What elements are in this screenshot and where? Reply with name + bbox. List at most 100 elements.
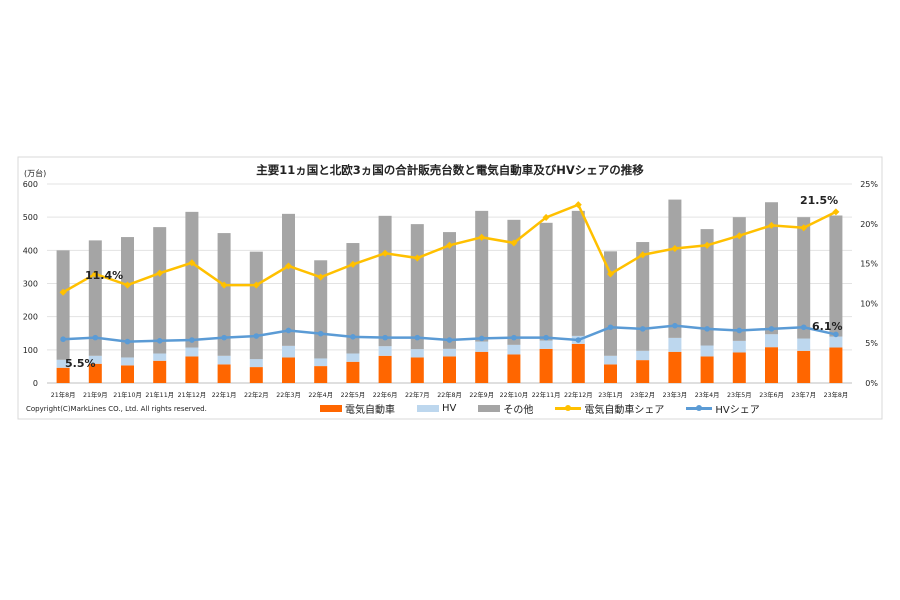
y-tick-label: 400 xyxy=(23,246,38,255)
bar-hv xyxy=(249,359,263,368)
bar-hv xyxy=(443,348,456,357)
legend-ev-share: 電気自動車シェア xyxy=(555,401,664,416)
bar-other xyxy=(443,232,456,349)
x-tick-label: 22年1月 xyxy=(212,390,237,399)
point-ev-share xyxy=(188,259,196,267)
bar-other xyxy=(153,227,167,354)
bar-hv xyxy=(604,355,617,365)
y-tick-label: 100 xyxy=(23,346,38,355)
point-hv-share xyxy=(382,334,388,341)
x-tick-label: 21年10月 xyxy=(113,390,142,399)
y-tick-label: 300 xyxy=(23,280,38,289)
bar-hv xyxy=(700,345,714,357)
point-hv-share xyxy=(768,326,775,332)
point-ev-share xyxy=(542,213,550,221)
bar-hv xyxy=(282,345,295,358)
point-hv-share xyxy=(478,335,485,342)
bar-hv xyxy=(765,334,778,348)
legend-line-ev-share xyxy=(555,405,582,411)
point-hv-share xyxy=(607,324,614,331)
point-hv-share xyxy=(575,337,582,343)
point-hv-share xyxy=(414,334,421,341)
point-hv-share xyxy=(156,338,163,344)
point-hv-share xyxy=(543,334,549,341)
bar-hv xyxy=(410,349,424,358)
y2-tick-label: 10% xyxy=(860,299,878,308)
point-ev-share xyxy=(91,270,99,278)
x-tick-label: 23年5月 xyxy=(727,390,752,399)
bar-ev xyxy=(829,347,843,383)
point-hv-share xyxy=(92,334,99,341)
chart-title: 主要11ヵ国と北欧3ヵ国の合計販売台数と電気自動車及びHVシェアの推移 xyxy=(256,163,644,177)
bar-hv xyxy=(121,357,134,366)
y2-tick-label: 0% xyxy=(865,379,878,388)
x-tick-label: 22年2月 xyxy=(244,390,269,399)
x-tick-label: 23年8月 xyxy=(824,390,849,399)
point-ev-share xyxy=(252,281,260,289)
legend-swatch-hv xyxy=(417,405,439,412)
y-axis-label: (万台) xyxy=(24,168,46,178)
bar-other xyxy=(217,233,231,356)
bar-ev xyxy=(56,367,70,383)
bar-other xyxy=(378,215,392,347)
point-hv-share xyxy=(446,337,453,343)
point-hv-share xyxy=(704,326,710,332)
legend: 電気自動車 HV その他 電気自動車シェア HVシェア xyxy=(320,401,760,416)
bar-ev xyxy=(249,367,263,383)
point-ev-share xyxy=(349,260,357,268)
point-ev-share xyxy=(767,221,776,229)
bar-other xyxy=(571,210,585,336)
bar-other xyxy=(410,224,424,350)
point-hv-share xyxy=(221,334,227,341)
x-tick-label: 22年7月 xyxy=(405,390,430,399)
point-hv-share xyxy=(833,331,839,338)
point-ev-share xyxy=(735,232,743,240)
bar-hv xyxy=(636,350,650,361)
legend-swatch-other xyxy=(478,405,501,412)
point-ev-share xyxy=(478,233,486,241)
x-tick-label: 22年4月 xyxy=(308,390,333,399)
point-hv-share xyxy=(511,334,517,341)
bar-ev xyxy=(410,357,424,383)
annotation-hv-end: 6.1% xyxy=(812,320,843,333)
bar-other xyxy=(249,251,263,360)
x-tick-label: 22年5月 xyxy=(341,390,366,399)
legend-ev: 電気自動車 xyxy=(320,401,395,416)
bar-other xyxy=(765,202,778,335)
point-ev-share xyxy=(445,241,454,249)
legend-hv-share: HVシェア xyxy=(686,401,760,416)
x-tick-label: 22年8月 xyxy=(437,390,462,399)
bar-hv xyxy=(797,338,811,351)
bar-other xyxy=(668,199,682,338)
x-tick-label: 23年7月 xyxy=(791,390,816,399)
y-tick-label: 600 xyxy=(23,180,38,189)
point-hv-share xyxy=(60,336,66,343)
bar-ev xyxy=(700,356,714,383)
point-ev-share xyxy=(703,241,711,249)
bar-other xyxy=(732,217,746,341)
bar-hv xyxy=(507,344,521,355)
bar-hv xyxy=(668,337,682,352)
x-tick-label: 22年9月 xyxy=(469,390,494,399)
point-hv-share xyxy=(253,333,260,339)
legend-swatch-ev xyxy=(320,405,342,412)
point-ev-share xyxy=(671,244,679,253)
x-tick-label: 23年3月 xyxy=(663,390,688,399)
y-tick-label: 200 xyxy=(23,313,38,322)
point-ev-share xyxy=(284,262,293,270)
bar-hv xyxy=(378,346,392,356)
bar-ev xyxy=(314,366,328,383)
point-hv-share xyxy=(672,322,678,329)
bar-other xyxy=(475,210,489,342)
bar-ev xyxy=(185,356,199,383)
x-tick-label: 22年11月 xyxy=(532,390,561,399)
point-ev-share xyxy=(574,201,582,209)
point-ev-share xyxy=(606,270,615,278)
bar-ev xyxy=(282,357,295,383)
legend-label: その他 xyxy=(503,405,534,416)
bar-other xyxy=(282,213,295,346)
y2-tick-label: 20% xyxy=(860,220,878,229)
bar-other xyxy=(185,211,199,348)
legend-other: その他 xyxy=(478,401,533,416)
